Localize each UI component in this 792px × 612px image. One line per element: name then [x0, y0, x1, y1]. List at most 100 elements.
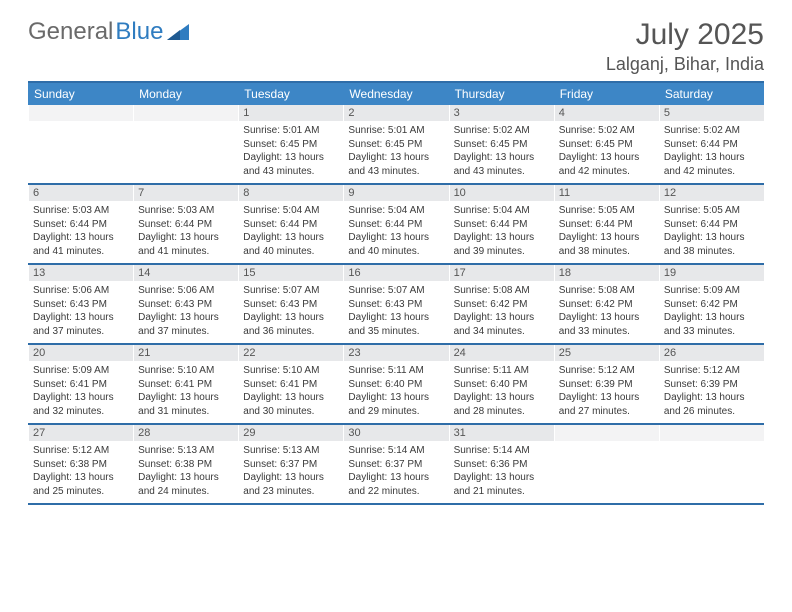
- calendar-cell-empty: .: [133, 105, 238, 183]
- sunrise-text: Sunrise: 5:04 AM: [454, 204, 550, 218]
- calendar-cell: 15Sunrise: 5:07 AMSunset: 6:43 PMDayligh…: [238, 265, 343, 343]
- sunrise-text: Sunrise: 5:10 AM: [138, 364, 234, 378]
- sunset-text: Sunset: 6:43 PM: [348, 298, 444, 312]
- calendar-cell: 1Sunrise: 5:01 AMSunset: 6:45 PMDaylight…: [238, 105, 343, 183]
- daylight-text-2: and 35 minutes.: [348, 325, 444, 339]
- calendar-cell: 13Sunrise: 5:06 AMSunset: 6:43 PMDayligh…: [28, 265, 133, 343]
- day-body: Sunrise: 5:04 AMSunset: 6:44 PMDaylight:…: [450, 201, 554, 263]
- calendar-cell: 31Sunrise: 5:14 AMSunset: 6:36 PMDayligh…: [449, 425, 554, 503]
- sunset-text: Sunset: 6:44 PM: [559, 218, 655, 232]
- calendar-cell: 14Sunrise: 5:06 AMSunset: 6:43 PMDayligh…: [133, 265, 238, 343]
- daylight-text-2: and 40 minutes.: [348, 245, 444, 259]
- sunset-text: Sunset: 6:39 PM: [664, 378, 760, 392]
- calendar-cell: 23Sunrise: 5:11 AMSunset: 6:40 PMDayligh…: [343, 345, 448, 423]
- sunset-text: Sunset: 6:38 PM: [138, 458, 234, 472]
- sunset-text: Sunset: 6:44 PM: [243, 218, 339, 232]
- daylight-text-2: and 40 minutes.: [243, 245, 339, 259]
- sunset-text: Sunset: 6:38 PM: [33, 458, 129, 472]
- daylight-text-2: and 34 minutes.: [454, 325, 550, 339]
- daylight-text-1: Daylight: 13 hours: [664, 151, 760, 165]
- daylight-text-2: and 31 minutes.: [138, 405, 234, 419]
- calendar-cell: 20 Sunrise: 5:09 AMSunset: 6:41 PMDayligh…: [28, 345, 133, 423]
- daylight-text-1: Daylight: 13 hours: [243, 471, 339, 485]
- sunrise-text: Sunrise: 5:09 AM: [33, 364, 129, 378]
- sunset-text: Sunset: 6:41 PM: [33, 378, 129, 392]
- calendar-cell: 17Sunrise: 5:08 AMSunset: 6:42 PMDayligh…: [449, 265, 554, 343]
- day-body: Sunrise: 5:13 AMSunset: 6:37 PMDaylight:…: [239, 441, 343, 503]
- daylight-text-1: Daylight: 13 hours: [348, 311, 444, 325]
- daylight-text-2: and 37 minutes.: [138, 325, 234, 339]
- day-number: 14: [134, 265, 238, 281]
- sunset-text: Sunset: 6:43 PM: [243, 298, 339, 312]
- daylight-text-1: Daylight: 13 hours: [33, 391, 129, 405]
- sunset-text: Sunset: 6:44 PM: [348, 218, 444, 232]
- calendar-cell: 30Sunrise: 5:14 AMSunset: 6:37 PMDayligh…: [343, 425, 448, 503]
- week-row: 13Sunrise: 5:06 AMSunset: 6:43 PMDayligh…: [28, 265, 764, 345]
- day-number: 11: [555, 185, 659, 201]
- sunrise-text: Sunrise: 5:06 AM: [138, 284, 234, 298]
- day-body: Sunrise: 5:08 AMSunset: 6:42 PMDaylight:…: [450, 281, 554, 343]
- sunrise-text: Sunrise: 5:10 AM: [243, 364, 339, 378]
- daylight-text-2: and 33 minutes.: [559, 325, 655, 339]
- daylight-text-2: and 38 minutes.: [559, 245, 655, 259]
- sunrise-text: Sunrise: 5:04 AM: [243, 204, 339, 218]
- day-body: Sunrise: 5:07 AMSunset: 6:43 PMDaylight:…: [239, 281, 343, 343]
- daylight-text-1: Daylight: 13 hours: [33, 311, 129, 325]
- daylight-text-2: and 27 minutes.: [559, 405, 655, 419]
- daylight-text-1: Daylight: 13 hours: [33, 231, 129, 245]
- daylight-text-1: Daylight: 13 hours: [138, 311, 234, 325]
- calendar-cell: 16Sunrise: 5:07 AMSunset: 6:43 PMDayligh…: [343, 265, 448, 343]
- day-body: Sunrise: 5:10 AMSunset: 6:41 PMDaylight:…: [239, 361, 343, 423]
- week-row: ..1Sunrise: 5:01 AMSunset: 6:45 PMDaylig…: [28, 105, 764, 185]
- calendar-cell: 24Sunrise: 5:11 AMSunset: 6:40 PMDayligh…: [449, 345, 554, 423]
- day-number: 3: [450, 105, 554, 121]
- daylight-text-1: Daylight: 13 hours: [348, 471, 444, 485]
- sunrise-text: Sunrise: 5:08 AM: [454, 284, 550, 298]
- day-body: Sunrise: 5:10 AMSunset: 6:41 PMDaylight:…: [134, 361, 238, 423]
- sunset-text: Sunset: 6:45 PM: [348, 138, 444, 152]
- daylight-text-1: Daylight: 13 hours: [559, 311, 655, 325]
- day-number: 19: [660, 265, 764, 281]
- daylight-text-2: and 28 minutes.: [454, 405, 550, 419]
- daylight-text-2: and 29 minutes.: [348, 405, 444, 419]
- day-body: Sunrise: 5:02 AMSunset: 6:44 PMDaylight:…: [660, 121, 764, 183]
- sunset-text: Sunset: 6:36 PM: [454, 458, 550, 472]
- day-body: Sunrise: 5:02 AMSunset: 6:45 PMDaylight:…: [450, 121, 554, 183]
- calendar-cell: 3Sunrise: 5:02 AMSunset: 6:45 PMDaylight…: [449, 105, 554, 183]
- sunset-text: Sunset: 6:41 PM: [243, 378, 339, 392]
- calendar-cell: 9Sunrise: 5:04 AMSunset: 6:44 PMDaylight…: [343, 185, 448, 263]
- daylight-text-2: and 37 minutes.: [33, 325, 129, 339]
- day-body: Sunrise: 5:11 AMSunset: 6:40 PMDaylight:…: [344, 361, 448, 423]
- day-body: Sunrise: 5:02 AMSunset: 6:45 PMDaylight:…: [555, 121, 659, 183]
- sunrise-text: Sunrise: 5:14 AM: [348, 444, 444, 458]
- sunset-text: Sunset: 6:39 PM: [559, 378, 655, 392]
- day-body: Sunrise: 5:07 AMSunset: 6:43 PMDaylight:…: [344, 281, 448, 343]
- calendar-cell: 25Sunrise: 5:12 AMSunset: 6:39 PMDayligh…: [554, 345, 659, 423]
- day-body: Sunrise: 5:12 AMSunset: 6:39 PMDaylight:…: [660, 361, 764, 423]
- day-number: .: [29, 105, 133, 121]
- sunset-text: Sunset: 6:42 PM: [559, 298, 655, 312]
- day-body: Sunrise: 5:08 AMSunset: 6:42 PMDaylight:…: [555, 281, 659, 343]
- daylight-text-1: Daylight: 13 hours: [664, 311, 760, 325]
- calendar-cell: 5Sunrise: 5:02 AMSunset: 6:44 PMDaylight…: [659, 105, 764, 183]
- sunset-text: Sunset: 6:45 PM: [559, 138, 655, 152]
- sunrise-text: Sunrise: 5:05 AM: [664, 204, 760, 218]
- daylight-text-1: Daylight: 13 hours: [243, 391, 339, 405]
- sunset-text: Sunset: 6:45 PM: [243, 138, 339, 152]
- daylight-text-1: Daylight: 13 hours: [138, 471, 234, 485]
- sunrise-text: Sunrise: 5:04 AM: [348, 204, 444, 218]
- calendar-cell: 26Sunrise: 5:12 AMSunset: 6:39 PMDayligh…: [659, 345, 764, 423]
- calendar-cell: 12Sunrise: 5:05 AMSunset: 6:44 PMDayligh…: [659, 185, 764, 263]
- daylight-text-1: Daylight: 13 hours: [559, 151, 655, 165]
- day-body: Sunrise: 5:06 AMSunset: 6:43 PMDaylight:…: [29, 281, 133, 343]
- logo-triangle-icon: [167, 19, 189, 35]
- daylight-text-2: and 42 minutes.: [664, 165, 760, 179]
- day-number: 20: [29, 345, 133, 361]
- daylight-text-1: Daylight: 13 hours: [348, 391, 444, 405]
- day-header: Sunday: [28, 83, 133, 105]
- daylight-text-2: and 23 minutes.: [243, 485, 339, 499]
- day-number: 17: [450, 265, 554, 281]
- day-body: Sunrise: 5:11 AMSunset: 6:40 PMDaylight:…: [450, 361, 554, 423]
- daylight-text-2: and 39 minutes.: [454, 245, 550, 259]
- day-number: 13: [29, 265, 133, 281]
